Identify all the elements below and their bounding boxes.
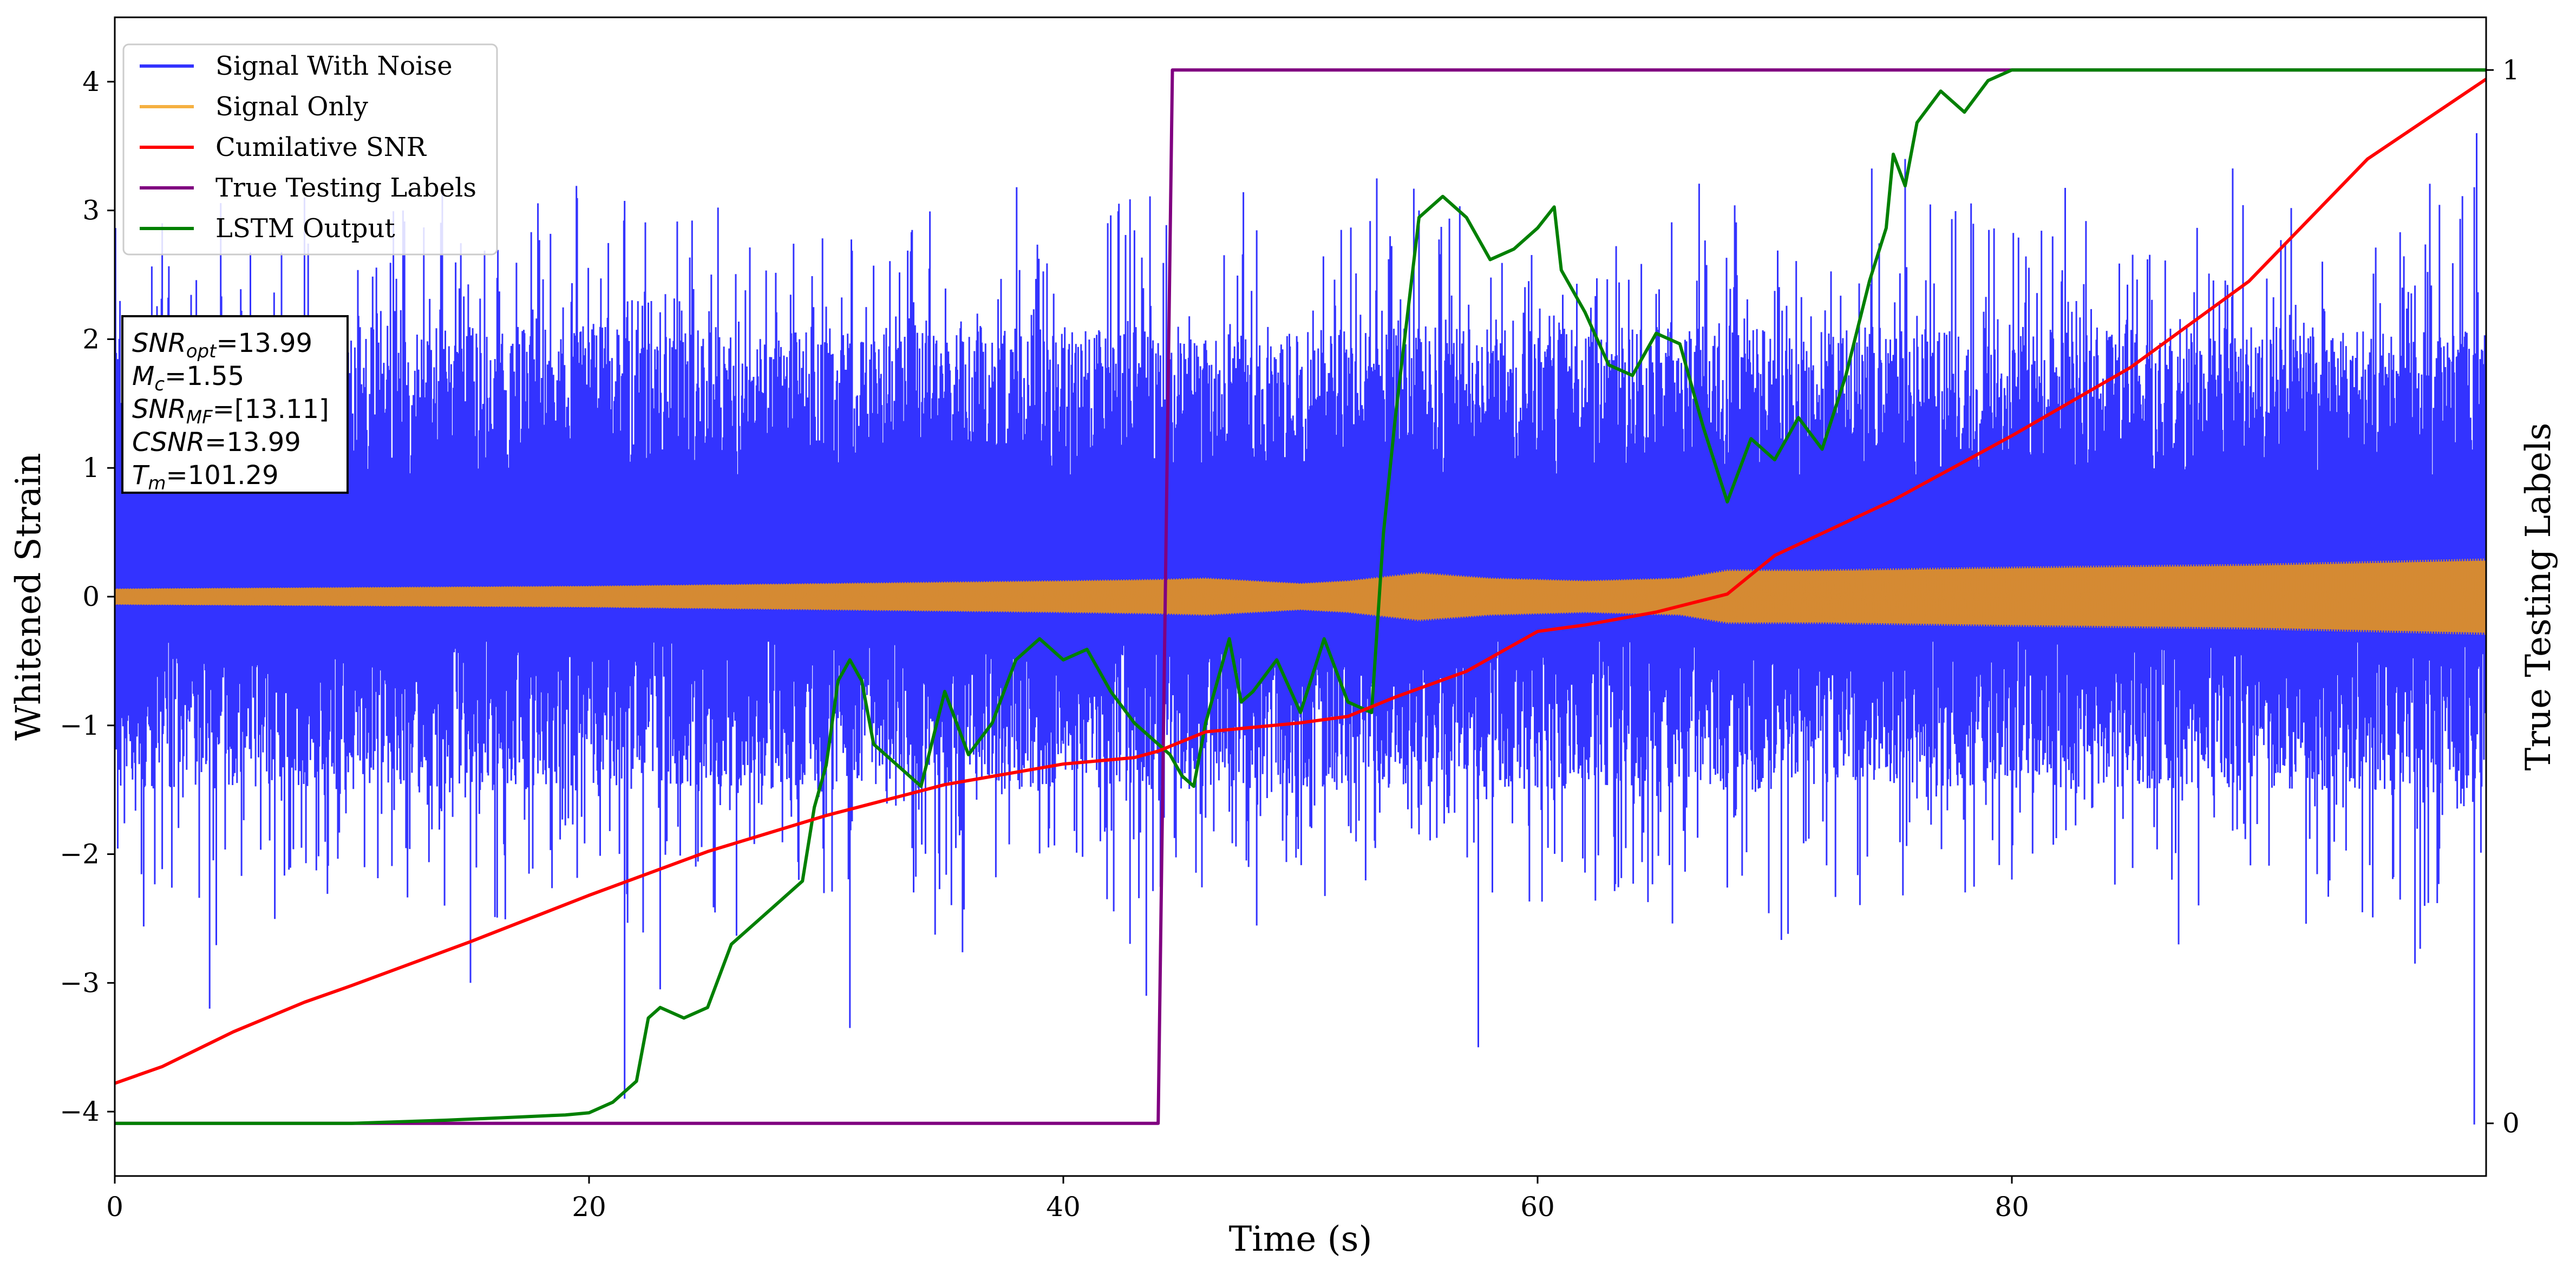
info-line: SNRopt=13.99 xyxy=(132,328,312,362)
y-tick-label: 4 xyxy=(82,66,100,97)
y2-tick-label: 1 xyxy=(2502,54,2520,86)
x-tick-label: 60 xyxy=(1520,1191,1555,1223)
signal-only-series xyxy=(115,558,2486,635)
y-axis-label: Whitened Strain xyxy=(9,453,49,740)
y-axis-ticks: −4 −3 −2 −1 0 1 2 3 4 xyxy=(60,66,115,1127)
info-line: Mc=1.55 xyxy=(132,361,244,395)
x-axis-ticks: 0 20 40 60 80 xyxy=(106,1176,2029,1223)
legend-label: True Testing Labels xyxy=(215,173,476,203)
y-tick-label: 0 xyxy=(82,581,100,612)
y-tick-label: −4 xyxy=(60,1096,100,1127)
y2-axis-ticks: 01 xyxy=(2486,54,2520,1139)
signal-only-trace xyxy=(115,558,2486,635)
x-axis-label: Time (s) xyxy=(1229,1219,1372,1259)
x-tick-label: 40 xyxy=(1046,1191,1081,1223)
y2-axis-label: True Testing Labels xyxy=(2519,423,2559,771)
cumilative-snr-line xyxy=(115,77,2486,1085)
y-tick-label: −2 xyxy=(60,839,100,870)
x-tick-label: 80 xyxy=(1995,1191,2029,1223)
legend: Signal With Noise Signal Only Cumilative S… xyxy=(122,43,498,256)
y2-tick-label: 0 xyxy=(2502,1108,2520,1139)
y-tick-label: 3 xyxy=(82,195,100,226)
legend-label: Signal Only xyxy=(215,92,368,122)
legend-label: Signal With Noise xyxy=(215,51,453,81)
info-line: CSNR=13.99 xyxy=(132,427,301,458)
info-box-frame xyxy=(121,315,349,494)
info-box: SNRopt=13.99Mc=1.55SNRMF=[13.11]CSNR=13.… xyxy=(121,315,349,494)
x-tick-label: 20 xyxy=(572,1191,606,1223)
legend-label: Cumilative SNR xyxy=(215,132,427,162)
y-tick-label: −1 xyxy=(60,710,100,741)
y-tick-label: 1 xyxy=(82,452,100,484)
true-testing-labels-line xyxy=(115,68,2486,1125)
info-line: Tm=101.29 xyxy=(132,460,279,494)
y-tick-label: 2 xyxy=(82,323,100,355)
y-tick-label: −3 xyxy=(60,967,100,998)
legend-box xyxy=(122,43,498,256)
legend-label: LSTM Output xyxy=(215,213,395,244)
info-line: SNRMF=[13.11] xyxy=(132,394,329,428)
lstm-output-line xyxy=(115,68,2486,1125)
x-tick-label: 0 xyxy=(106,1191,123,1223)
